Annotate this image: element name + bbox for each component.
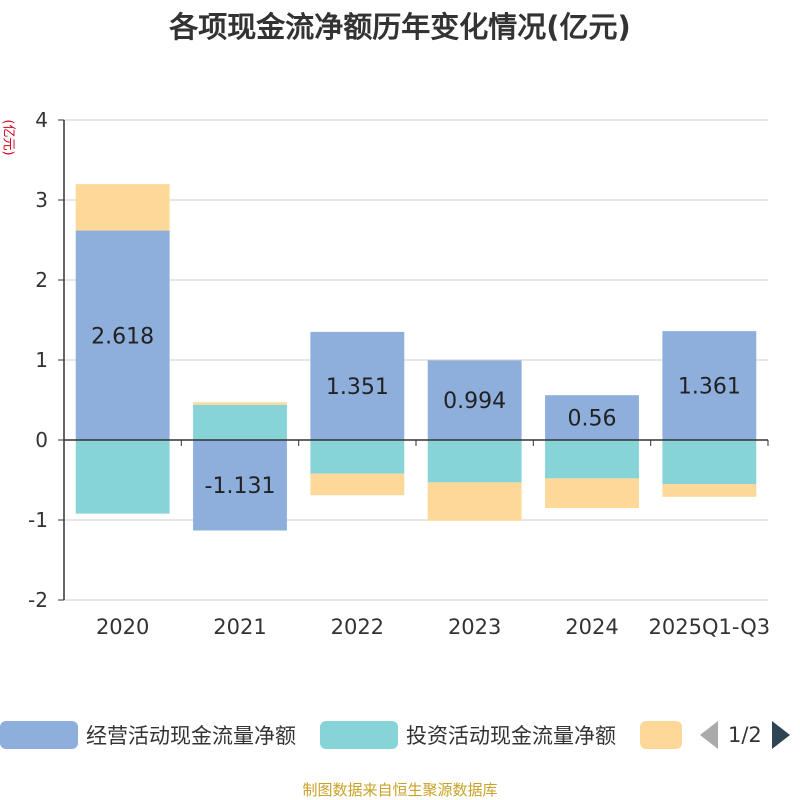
x-category-label: 2024: [565, 615, 618, 639]
bar-series2-2024: [545, 478, 639, 508]
chart-canvas: -2 -1 0 1 2 3 4 2020 2021 2022 2023 2024 2025Q1-Q3 2.…: [28, 108, 771, 639]
x-category-label: 2021: [213, 615, 266, 639]
legend-item-investing[interactable]: 投资活动现金流量净额: [320, 720, 616, 750]
y-tick-label: 3: [35, 188, 48, 212]
legend-pager: 1/2: [700, 720, 790, 750]
legend-item-operating[interactable]: 经营活动现金流量净额: [0, 720, 296, 750]
legend-label-operating: 经营活动现金流量净额: [86, 724, 296, 748]
data-source-note: 制图数据来自恒生聚源数据库: [302, 781, 498, 799]
data-label: 1.351: [326, 375, 389, 400]
legend-label-investing: 投资活动现金流量净额: [406, 724, 616, 748]
legend-page-indicator: 1/2: [728, 723, 762, 747]
bar-series1-2025Q1-Q3: [662, 440, 757, 484]
bar-series2-2021: [193, 402, 287, 405]
data-label: 0.994: [443, 389, 506, 414]
bar-series0-2025Q1-Q3: [662, 331, 757, 440]
y-tick-label: 1: [35, 348, 48, 372]
legend-item-financing[interactable]: [640, 720, 690, 750]
data-label: 1.361: [678, 375, 741, 400]
bar-series0-2024: [545, 395, 639, 440]
data-label: -1.131: [205, 474, 276, 499]
legend-swatch-operating: [0, 721, 78, 749]
x-category-label: 2025Q1-Q3: [649, 615, 771, 639]
legend-swatch-investing: [320, 721, 398, 749]
bar-series2-2025Q1-Q3: [662, 484, 757, 497]
bar-series2-2020: [75, 184, 170, 231]
bar-series1-2023: [427, 440, 522, 483]
bar-series2-2022: [310, 473, 405, 496]
data-label: 2.618: [91, 324, 154, 349]
legend-prev-page-icon[interactable]: [700, 721, 718, 749]
legend-swatch-financing: [640, 721, 682, 749]
chart-title: 各项现金流净额历年变化情况(亿元): [169, 10, 631, 44]
bar-series2-2023: [427, 482, 522, 521]
y-tick-label: -1: [28, 508, 48, 532]
bar-series1-2020: [75, 440, 170, 514]
x-category-label: 2023: [448, 615, 501, 639]
x-category-label: 2022: [331, 615, 384, 639]
y-tick-label: 2: [35, 268, 48, 292]
y-tick-label: 4: [35, 108, 48, 132]
y-tick-label: 0: [35, 428, 48, 452]
x-category-label: 2020: [96, 615, 149, 639]
bar-series1-2022: [310, 440, 405, 474]
y-tick-label: -2: [28, 588, 48, 612]
data-label: 0.56: [568, 407, 617, 432]
bar-series0-2021: [193, 440, 287, 531]
bar-series1-2021: [193, 404, 287, 440]
bar-series0-2020: [75, 230, 170, 440]
bar-series1-2024: [545, 440, 639, 479]
legend: 经营活动现金流量净额 投资活动现金流量净额 1/2: [0, 716, 800, 756]
legend-next-page-icon[interactable]: [771, 721, 790, 749]
bar-series0-2022: [310, 331, 405, 440]
bar-series0-2023: [427, 360, 522, 440]
